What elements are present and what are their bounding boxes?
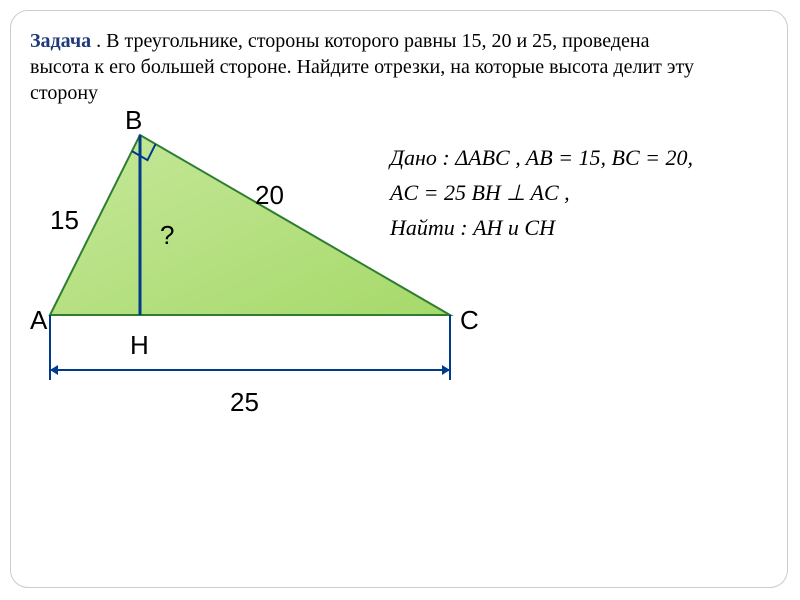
diagram-container: A B C H 15 20 25 ? [30, 105, 530, 435]
diagram-svg [30, 105, 530, 435]
side-label-ab: 15 [50, 205, 79, 236]
foot-label-h: H [130, 330, 149, 361]
problem-statement: Задача . В треугольнике, стороны которог… [30, 28, 710, 106]
problem-text: . В треугольнике, стороны которого равны… [30, 30, 694, 104]
altitude-label-q: ? [160, 220, 174, 251]
side-label-ac: 25 [230, 387, 259, 418]
vertex-label-b: B [125, 105, 142, 136]
vertex-label-a: A [30, 305, 47, 336]
vertex-label-c: C [460, 305, 479, 336]
problem-lead: Задача [30, 30, 91, 52]
side-label-bc: 20 [255, 180, 284, 211]
